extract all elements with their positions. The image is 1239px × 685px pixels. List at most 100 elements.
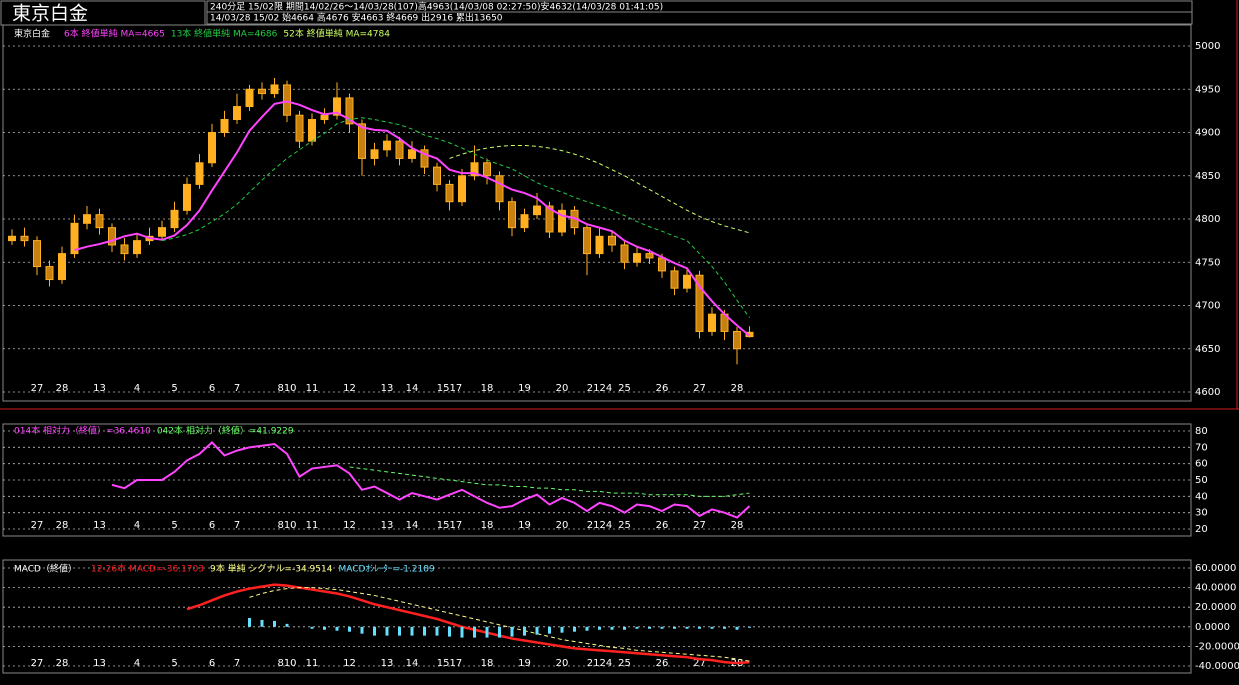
x-tick-label: 14 — [406, 383, 419, 394]
oscillator-bar — [523, 626, 526, 636]
x-tick-label: 27 — [31, 383, 44, 394]
candle-body — [245, 88, 254, 108]
y-tick-label: 80 — [1195, 426, 1208, 437]
candle-body — [208, 132, 216, 164]
x-tick-label: 1517 — [437, 658, 462, 669]
x-tick-label: 1517 — [437, 520, 462, 531]
x-tick-label: 4 — [134, 383, 140, 394]
oscillator-bar — [323, 626, 326, 630]
x-tick-label: 27 — [693, 520, 706, 531]
candle-body — [470, 162, 479, 177]
y-tick-label: 60.0000 — [1195, 563, 1236, 574]
chart-title: 東京白金 — [12, 3, 88, 25]
x-tick-label: 28 — [56, 658, 69, 669]
x-tick-label: 1517 — [437, 383, 462, 394]
candle-body — [533, 205, 541, 216]
x-tick-label: 2124 — [587, 383, 612, 394]
candle-body — [583, 227, 591, 255]
candle-body — [645, 253, 654, 259]
y-tick-label: -20.0000 — [1195, 641, 1239, 652]
legend-title: 東京白金 — [14, 28, 50, 40]
candle-body — [658, 257, 666, 272]
y-tick-label: 40 — [1195, 491, 1208, 502]
legend-entry: 12-26本 MACD=-36.1703 — [91, 563, 204, 575]
candle-body — [558, 209, 566, 233]
x-tick-label: 7 — [234, 520, 240, 531]
y-tick-label: 4750 — [1195, 257, 1220, 268]
x-tick-label: 18 — [481, 383, 494, 394]
oscillator-bar — [748, 626, 751, 628]
x-tick-label: 7 — [234, 383, 240, 394]
x-tick-label: 12 — [343, 520, 356, 531]
x-tick-label: 14 — [406, 520, 419, 531]
oscillator-bar — [598, 626, 601, 630]
y-tick-label: 70 — [1195, 442, 1208, 453]
candle-body — [420, 149, 429, 168]
candle-body — [295, 114, 304, 142]
x-tick-label: 5 — [171, 383, 177, 394]
candle-body — [458, 175, 466, 203]
candle-body — [195, 162, 204, 185]
oscillator-bar — [273, 620, 276, 627]
oscillator-bar — [373, 626, 376, 636]
candle-body — [133, 240, 141, 255]
candle-body — [320, 114, 329, 121]
candle-body — [395, 140, 404, 159]
candle-body — [483, 162, 491, 177]
x-tick-label: 810 — [277, 383, 296, 394]
y-tick-label: 40.0000 — [1195, 583, 1236, 594]
oscillator-bar — [473, 626, 476, 638]
candle-body — [595, 235, 604, 255]
y-tick-label: 4850 — [1195, 171, 1220, 182]
candle-body — [70, 222, 79, 255]
x-tick-label: 19 — [518, 383, 531, 394]
legend-entry: 014本 相対力（終値）=36.4610 — [14, 425, 151, 437]
series-line — [449, 144, 750, 234]
oscillator-bar — [573, 626, 576, 632]
x-tick-label: 26 — [656, 383, 669, 394]
candle-body — [520, 214, 529, 229]
candle-body — [170, 209, 179, 229]
x-tick-label: 810 — [277, 520, 296, 531]
candle-body — [445, 183, 454, 203]
candle-body — [308, 119, 316, 142]
oscillator-bar — [360, 626, 364, 634]
x-tick-label: 13 — [381, 520, 394, 531]
info-box — [206, 11, 1193, 25]
x-tick-label: 5 — [171, 520, 177, 531]
x-tick-label: 11 — [306, 383, 319, 394]
legend-entry: 52本 終値単純 MA=4784 — [283, 28, 390, 40]
x-tick-label: 7 — [234, 658, 240, 669]
series-line — [186, 583, 750, 665]
oscillator-bar — [535, 626, 539, 635]
candle-body — [95, 214, 104, 229]
x-tick-label: 2124 — [587, 520, 612, 531]
x-tick-label: 28 — [56, 520, 69, 531]
oscillator-bar — [585, 626, 589, 631]
y-tick-label: 4900 — [1195, 128, 1220, 139]
x-tick-label: 18 — [481, 520, 494, 531]
oscillator-bar — [735, 626, 739, 630]
y-tick-label: 5000 — [1195, 41, 1220, 52]
oscillator-bar — [635, 626, 639, 629]
candle-body — [358, 123, 366, 159]
x-tick-label: 28 — [731, 520, 744, 531]
x-tick-label: 20 — [556, 383, 569, 394]
candle-body — [608, 235, 616, 246]
oscillator-bar — [498, 626, 501, 638]
x-tick-label: 28 — [731, 383, 744, 394]
oscillator-bar — [685, 626, 689, 629]
candle-body — [183, 183, 191, 211]
x-tick-label: 14 — [406, 658, 419, 669]
x-tick-label: 13 — [381, 658, 394, 669]
oscillator-bar — [510, 626, 514, 637]
oscillator-bar — [660, 626, 664, 629]
candle-body — [58, 253, 66, 281]
x-tick-label: 20 — [556, 520, 569, 531]
candle-body — [683, 274, 691, 289]
y-tick-label: 4800 — [1195, 214, 1220, 225]
candle-body — [345, 97, 354, 125]
x-tick-label: 28 — [56, 383, 69, 394]
y-tick-label: 4950 — [1195, 84, 1220, 95]
